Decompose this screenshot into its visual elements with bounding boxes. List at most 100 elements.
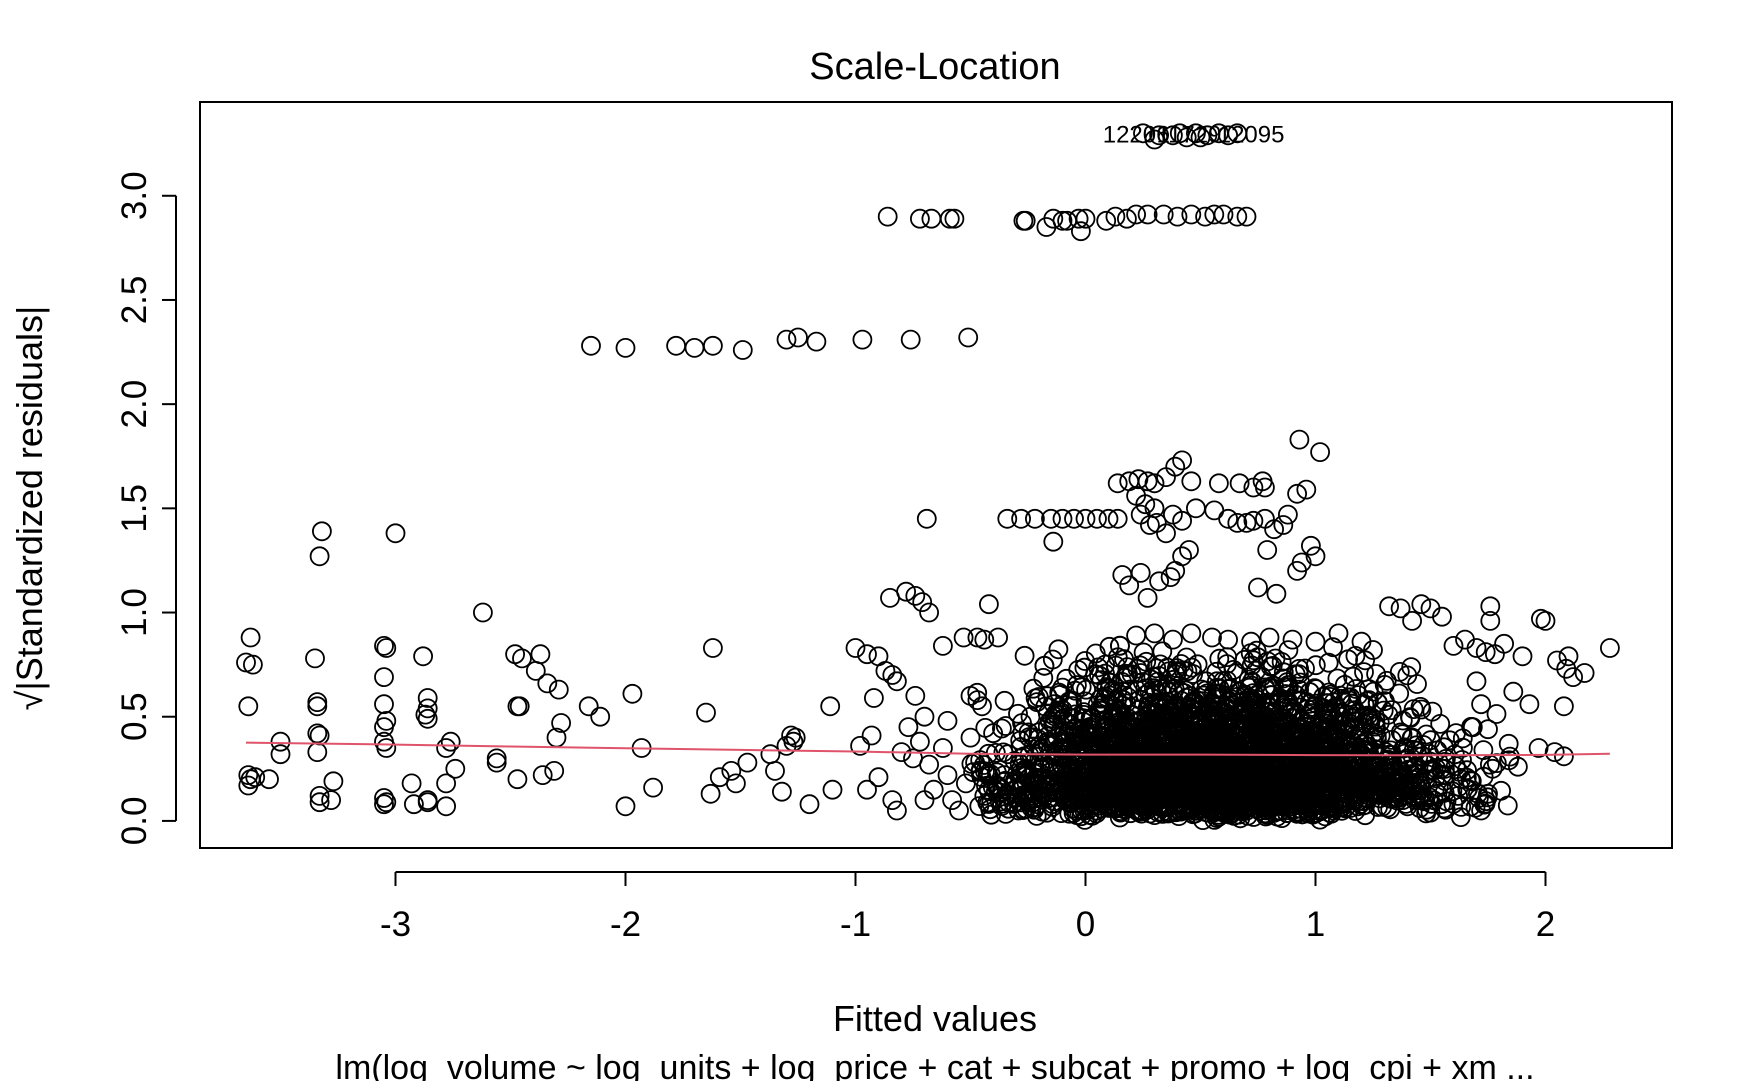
scatter-point [1401,657,1422,677]
scatter-point [900,329,921,350]
scatter-point [1443,636,1464,656]
scatter-point [1323,774,1344,795]
scatter-point [1185,760,1206,781]
scatter-point [622,683,643,704]
scatter-point [245,767,266,788]
y-axis-label: √|Standardized residuals| [9,306,50,711]
scatter-point [1267,787,1288,807]
scatter-point [1229,473,1250,494]
scatter-point [1206,677,1227,698]
scatter-point [1105,206,1126,227]
scatter-point [1310,809,1330,830]
scatter-point [307,692,328,712]
scatter-point [997,508,1018,529]
scatter-point [703,335,723,356]
scatter-point [898,717,919,737]
scatter-point [1199,766,1220,786]
scatter-point [1365,716,1386,737]
scatter-point [1037,802,1057,823]
scatter-point [1126,204,1146,225]
scatter-point [978,794,999,814]
scatter-point [1189,697,1210,717]
scatter-point [1275,758,1296,779]
outlier-point-label: 12095 [1218,121,1285,148]
scatter-point [1386,752,1406,773]
scatter-point [1379,596,1399,617]
scatter-point [1273,515,1294,535]
scatter-point [1311,716,1331,736]
scatter-point [1068,208,1089,229]
scatter-point [1071,221,1091,242]
scatter-point [732,340,753,360]
scatter-point [1030,742,1051,763]
scatter-point [960,727,981,748]
scatter-point [1223,660,1244,680]
scatter-point [309,792,330,813]
scatter-point [321,790,342,810]
scatter-point [1289,664,1309,684]
scatter-point [417,688,438,708]
scatter-point [1392,724,1413,745]
scatter-point [1133,123,1153,144]
x-tick-label: -2 [610,905,641,944]
scatter-point [721,761,742,781]
x-tick-label: 0 [1076,905,1095,944]
scatter-point [1406,740,1427,761]
scatter-point [413,646,434,667]
scatter-point [1196,671,1217,692]
scatter-point [417,708,438,729]
scatter-point [1298,803,1319,824]
scatter-point [985,743,1006,763]
scatter-point [1129,710,1150,731]
scatter-point [967,690,988,710]
scatter-point [887,800,907,821]
scatter-point [507,769,528,790]
scatter-point [1461,717,1482,737]
scatter-point [1085,664,1105,684]
x-axis: -3 -2 -1 0 1 2 [380,871,1555,944]
scatter-point [1033,668,1054,688]
scatter-point [910,731,930,752]
scatter-point [1139,681,1160,702]
scatter-point [1008,703,1028,724]
scatter-point [1128,724,1148,745]
scatter-point [875,661,896,681]
scatter-point [1402,611,1422,631]
scatter-point [1236,206,1257,227]
scatter-point [1273,662,1294,683]
scatter-point [1422,701,1443,722]
scatter-point [1519,694,1540,715]
scatter-point [919,754,939,775]
scatter-point [1296,479,1317,500]
scatter-point [374,667,394,687]
scatter-point [615,796,636,817]
scatter-point [967,682,988,703]
scatter-point [1345,766,1365,786]
scatter-point [581,335,601,356]
scatter-point [1152,758,1172,778]
scatter-point [1218,125,1238,146]
scatter-point [1348,791,1369,811]
scatter-point [643,777,663,798]
scatter-point [1110,786,1131,807]
scatter-point [684,337,705,358]
scatter-point [1156,523,1176,544]
scatter-point [1137,204,1158,225]
scatter-point [1278,504,1298,525]
scatter-point [822,779,843,800]
scatter-point [1480,596,1501,617]
scatter-point [666,335,686,356]
scatter-point [1289,659,1309,679]
scatter-point [1178,749,1199,769]
scatter-point [1474,794,1495,815]
scatter-point [1144,623,1165,644]
scatter-point [1112,565,1133,585]
scatter-point [1323,796,1344,817]
scatter-point [1189,780,1210,800]
scatter-point [1257,540,1278,560]
plot-frame [199,101,1673,849]
scatter-point [1261,693,1282,713]
outlier-point-label: 11729 [1157,121,1222,148]
scatter-point [1049,697,1070,717]
chart-title: Scale-Location [809,46,1060,88]
